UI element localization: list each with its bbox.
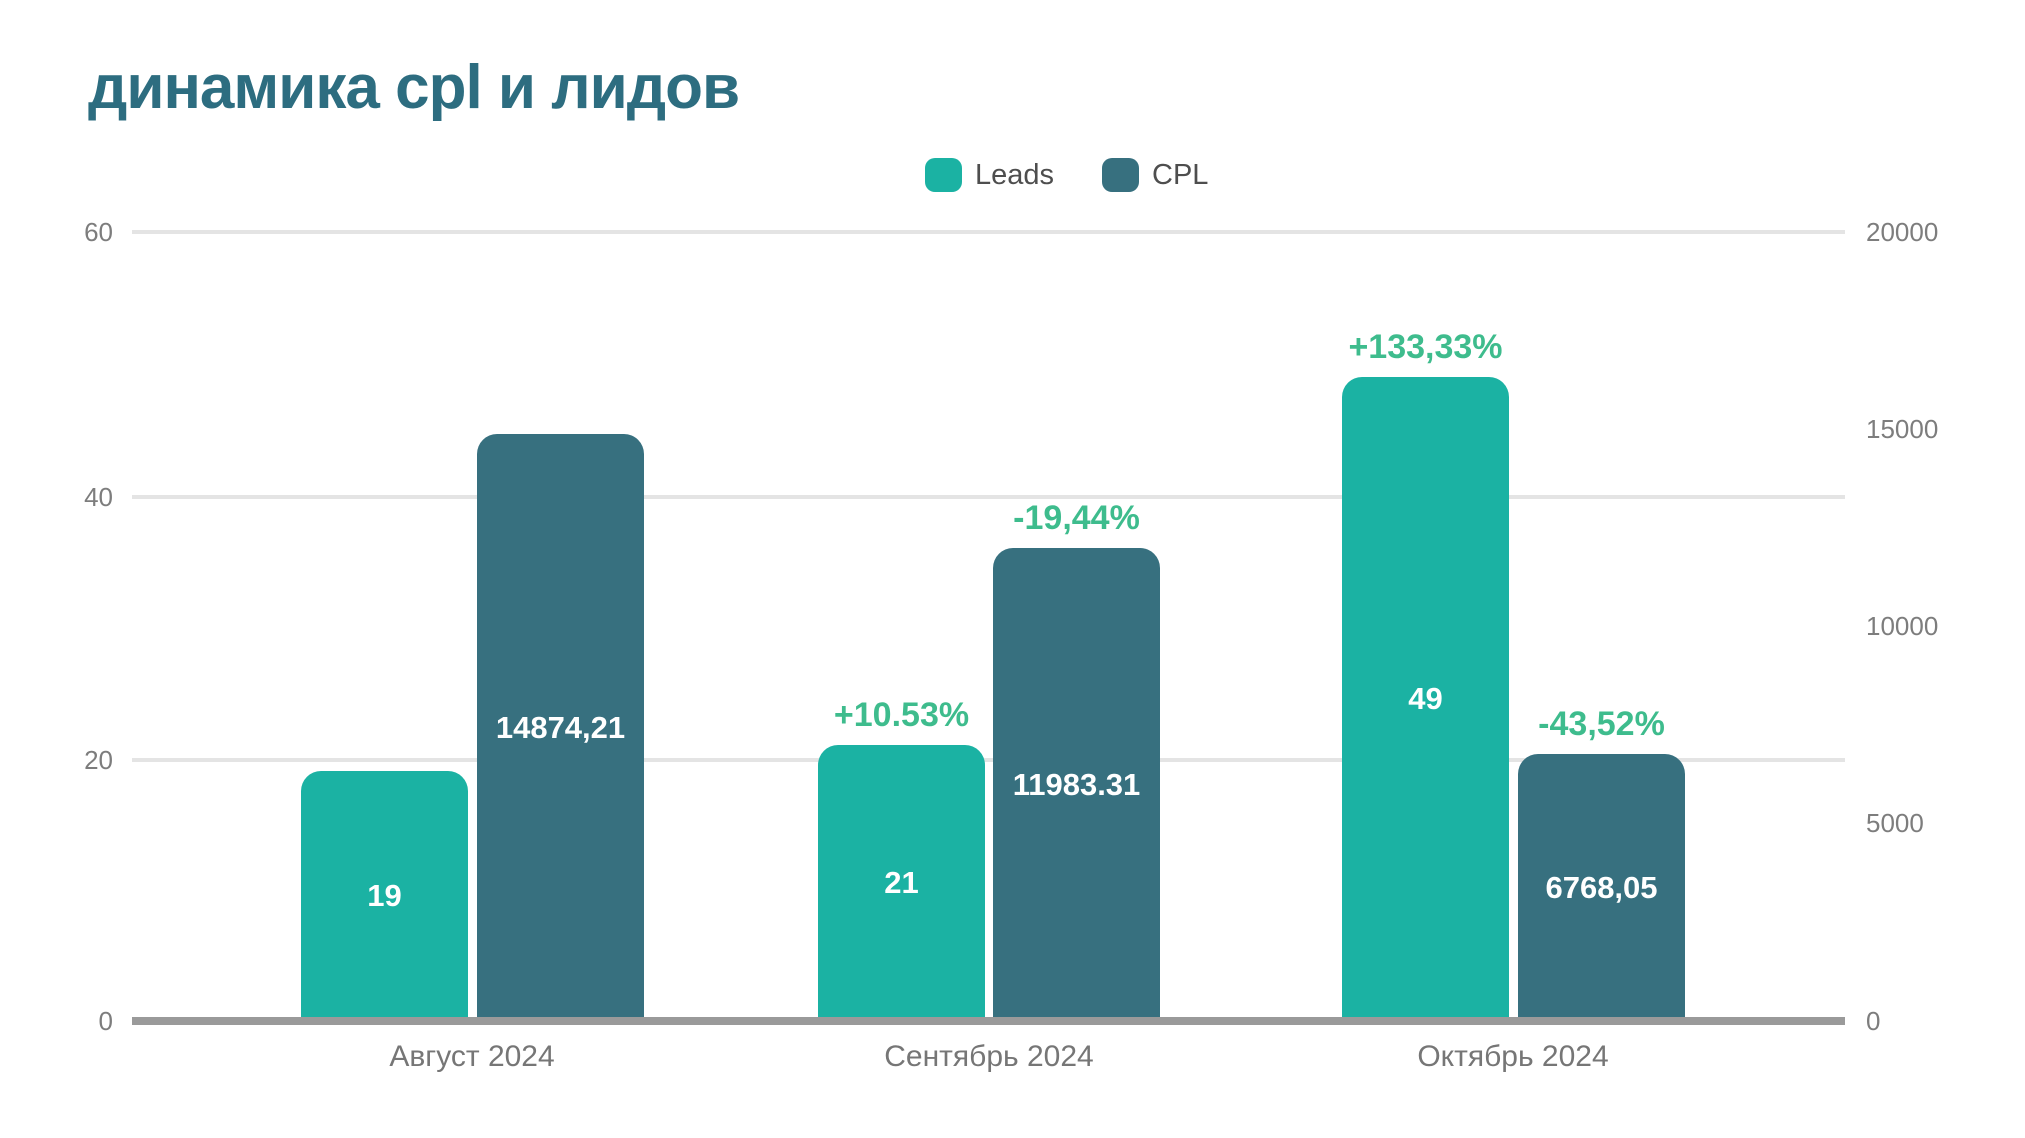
y-left-tick-0: 0 bbox=[98, 1006, 113, 1036]
change-percent-label: -43,52% bbox=[1538, 705, 1665, 743]
legend-label-cpl: CPL bbox=[1152, 158, 1209, 191]
bar-value-label: 49 bbox=[1408, 681, 1443, 716]
gridline-60 bbox=[132, 230, 1845, 234]
bar-cpl-october: -43,52% 6768,05 bbox=[1518, 705, 1685, 1021]
y-right-tick-0: 0 bbox=[1866, 1006, 1881, 1036]
leads-swatch-icon bbox=[925, 158, 962, 192]
cpl-swatch-icon bbox=[1102, 158, 1140, 192]
change-percent-label: +133,33% bbox=[1348, 328, 1503, 366]
legend-label-leads: Leads bbox=[975, 158, 1055, 191]
x-axis-line bbox=[132, 1017, 1845, 1025]
bar-value-label: 11983.31 bbox=[1012, 766, 1141, 802]
legend-item-cpl[interactable]: CPL bbox=[1102, 158, 1208, 192]
y-left-tick-20: 20 bbox=[84, 745, 113, 775]
y-right-tick-15000: 15000 bbox=[1866, 414, 1939, 444]
y-left-tick-60: 60 bbox=[84, 217, 113, 247]
y-left-tick-40: 40 bbox=[84, 482, 113, 512]
legend: Leads CPL bbox=[925, 158, 1208, 192]
y-right-tick-10000: 10000 bbox=[1866, 611, 1939, 641]
x-category-october: Октябрь 2024 bbox=[1417, 1040, 1609, 1073]
change-percent-label: -19,44% bbox=[1013, 499, 1140, 537]
bar-value-label: 21 bbox=[884, 865, 919, 900]
change-percent-label: +10.53% bbox=[833, 696, 970, 734]
gridline-40 bbox=[132, 495, 1845, 499]
bar-leads-august: 19 bbox=[301, 771, 468, 1021]
y-right-tick-20000: 20000 bbox=[1866, 217, 1939, 247]
x-category-september: Сентябрь 2024 bbox=[884, 1040, 1094, 1073]
bar-cpl-august: 14874,21 bbox=[477, 434, 644, 1021]
bar-value-label: 19 bbox=[367, 878, 402, 913]
bar-value-label: 6768,05 bbox=[1545, 869, 1658, 905]
x-category-august: Август 2024 bbox=[389, 1040, 555, 1073]
bar-cpl-september: -19,44% 11983.31 bbox=[993, 499, 1160, 1021]
legend-item-leads[interactable]: Leads bbox=[925, 158, 1054, 192]
y-right-tick-5000: 5000 bbox=[1866, 808, 1924, 838]
bar-value-label: 14874,21 bbox=[495, 709, 626, 745]
bar-leads-september: +10.53% 21 bbox=[818, 696, 985, 1021]
gridline-20 bbox=[132, 758, 1845, 762]
page-title: динамика cpl и лидов bbox=[88, 53, 740, 122]
bar-leads-october: +133,33% 49 bbox=[1342, 328, 1509, 1021]
